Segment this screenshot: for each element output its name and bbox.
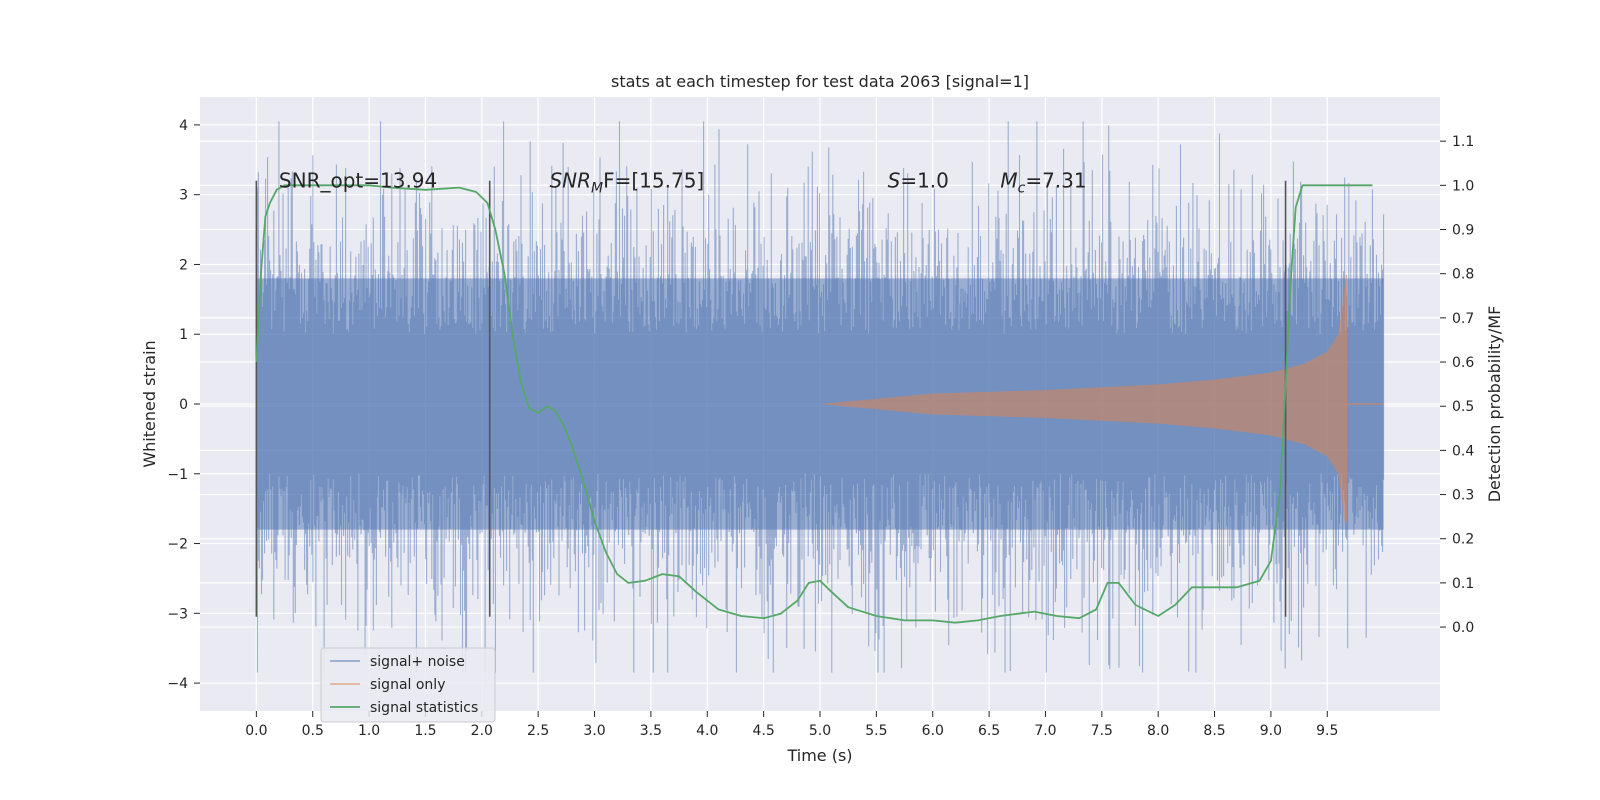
y-tick-label-right: 0.1: [1452, 576, 1474, 592]
x-tick-label: 3.5: [640, 723, 662, 739]
y-tick-label-left: 3: [179, 188, 188, 204]
y-tick-label-left: −2: [167, 537, 188, 553]
legend-label-signal-noise: signal+ noise: [370, 654, 465, 670]
x-tick-label: 5.5: [865, 723, 887, 739]
y-tick-label-left: −1: [167, 467, 188, 483]
annotation-1: SNRMF=[15.75]: [549, 169, 704, 197]
y-axis-title-left: Whitened strain: [140, 340, 159, 467]
chirp-trace: [820, 274, 1347, 523]
legend: signal+ noise signal only signal statist…: [320, 647, 496, 723]
x-tick-label: 3.0: [583, 723, 605, 739]
annotation-0: SNR_opt=13.94: [279, 169, 437, 193]
y-tick-label-right: 0.7: [1452, 311, 1474, 327]
x-tick-label: 0.5: [302, 723, 324, 739]
legend-label-signal-statistics: signal statistics: [370, 700, 478, 716]
y-tick-label-right: 0.0: [1452, 620, 1474, 636]
chart-title: stats at each timestep for test data 206…: [611, 72, 1029, 91]
y-tick-label-right: 0.9: [1452, 223, 1474, 239]
x-tick-label: 0.0: [245, 723, 267, 739]
x-tick-label: 7.5: [1091, 723, 1113, 739]
y-tick-label-right: 0.5: [1452, 399, 1474, 415]
axis-ticks: 0.0 0.5 1.0 1.5 2.0 2.5 3.0 3.5 4.0 4.5 5.0 5.5 6.0 6…: [167, 118, 1474, 739]
y-tick-label-right: 1.0: [1452, 178, 1474, 194]
y-tick-label-right: 0.4: [1452, 443, 1474, 459]
x-tick-label: 2.0: [471, 723, 493, 739]
x-axis-title: Time (s): [786, 746, 852, 765]
x-tick-label: 2.5: [527, 723, 549, 739]
x-tick-label: 1.5: [414, 723, 436, 739]
x-tick-label: 1.0: [358, 723, 380, 739]
x-tick-label: 6.0: [922, 723, 944, 739]
x-tick-label: 9.5: [1316, 723, 1338, 739]
x-tick-label: 7.0: [1034, 723, 1056, 739]
legend-box: [320, 647, 496, 723]
y-tick-label-left: 0: [179, 397, 188, 413]
x-tick-label: 9.0: [1260, 723, 1282, 739]
series-signal-statistics: [255, 184, 1373, 624]
annotations: SNR_opt=13.94 SNRMF=[15.75] S=1.0 Mc=7.31: [279, 169, 1087, 197]
y-axis-title-right: Detection probability/MF: [1485, 306, 1504, 503]
x-tick-label: 8.5: [1203, 723, 1225, 739]
statistics-line: [255, 184, 1373, 624]
x-tick-label: 4.0: [696, 723, 718, 739]
y-tick-label-right: 0.6: [1452, 355, 1474, 371]
y-tick-label-left: 4: [179, 118, 188, 134]
y-tick-label-left: 2: [179, 257, 188, 273]
x-tick-label: 5.0: [809, 723, 831, 739]
y-tick-label-right: 0.2: [1452, 532, 1474, 548]
x-tick-label: 8.0: [1147, 723, 1169, 739]
x-tick-label: 4.5: [753, 723, 775, 739]
y-tick-label-left: −3: [167, 606, 188, 622]
legend-label-signal-only: signal only: [370, 677, 445, 693]
y-tick-label-left: 1: [179, 327, 188, 343]
y-tick-label-right: 0.3: [1452, 488, 1474, 504]
annotation-2: S=1.0: [888, 169, 949, 193]
annotation-3: Mc=7.31: [1000, 169, 1086, 197]
series-signal-only: [820, 274, 1384, 523]
y-tick-label-left: −4: [167, 676, 188, 692]
y-tick-label-right: 1.1: [1452, 134, 1474, 150]
y-tick-label-right: 0.8: [1452, 267, 1474, 283]
x-tick-label: 6.5: [978, 723, 1000, 739]
